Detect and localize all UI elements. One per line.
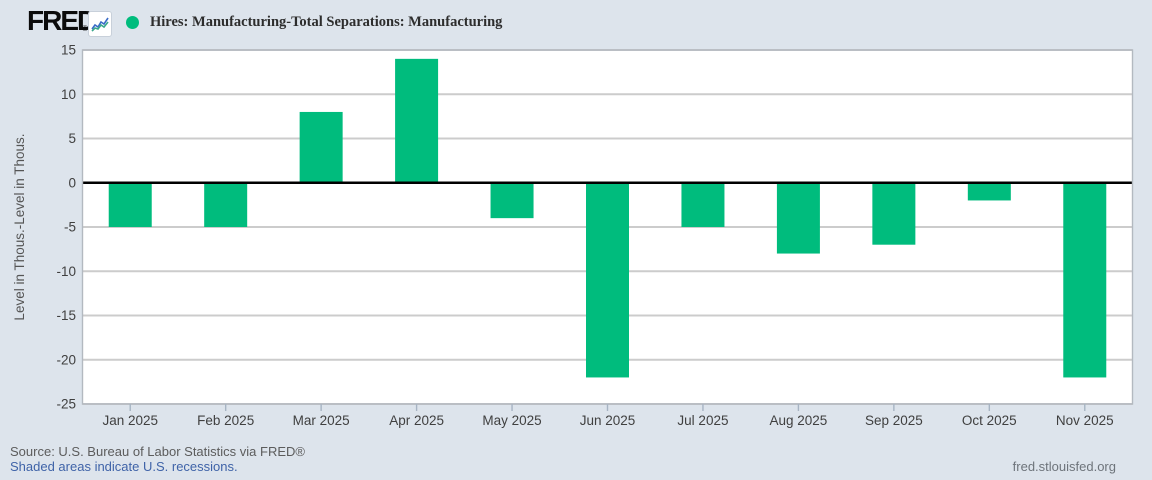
x-tick-label: Feb 2025 — [197, 413, 254, 428]
y-axis-title: Level in Thous.-Level in Thous. — [12, 133, 27, 320]
fred-sparkline-icon — [88, 11, 112, 37]
bar-aug-2025 — [776, 182, 820, 254]
x-tick-label: Sep 2025 — [865, 413, 923, 428]
bar-may-2025 — [490, 182, 534, 219]
y-tick-label: 10 — [61, 87, 76, 102]
bar-apr-2025 — [395, 58, 439, 183]
series-title: Hires: Manufacturing-Total Separations: … — [150, 14, 503, 30]
x-tick-label: May 2025 — [482, 413, 541, 428]
x-tick-label: Oct 2025 — [962, 413, 1017, 428]
y-tick-label: -20 — [56, 352, 76, 367]
bar-jul-2025 — [681, 182, 725, 227]
y-tick-label: -10 — [56, 264, 76, 279]
bar-feb-2025 — [204, 182, 248, 227]
x-tick-label: Jan 2025 — [102, 413, 158, 428]
y-tick-label: -15 — [56, 308, 76, 323]
source-text: Source: U.S. Bureau of Labor Statistics … — [10, 444, 305, 459]
y-tick-label: 5 — [68, 131, 76, 146]
bar-sep-2025 — [872, 182, 916, 245]
y-tick-label: 0 — [68, 175, 76, 190]
bar-jun-2025 — [586, 182, 629, 378]
y-tick-label: -5 — [64, 220, 76, 235]
chart-header: FRED ® Hires: Manufacturing-Total Separa… — [0, 0, 1152, 44]
x-tick-label: Jul 2025 — [677, 413, 728, 428]
y-tick-label: 15 — [61, 43, 76, 58]
x-tick-label: Apr 2025 — [389, 413, 444, 428]
x-tick-label: Aug 2025 — [770, 413, 828, 428]
bar-nov-2025 — [1063, 182, 1107, 378]
fred-site-link[interactable]: fred.stlouisfed.org — [1012, 459, 1116, 474]
x-tick-label: Jun 2025 — [580, 413, 636, 428]
bar-oct-2025 — [967, 182, 1011, 201]
bar-jan-2025 — [108, 182, 152, 227]
recessions-note-link[interactable]: Shaded areas indicate U.S. recessions. — [10, 459, 238, 474]
registered-trademark: ® — [82, 24, 88, 33]
fred-logo[interactable]: FRED — [27, 5, 97, 36]
series-legend-dot — [126, 16, 139, 29]
x-tick-label: Nov 2025 — [1056, 413, 1114, 428]
y-tick-label: -25 — [56, 397, 76, 412]
bar-mar-2025 — [299, 111, 343, 183]
x-tick-label: Mar 2025 — [293, 413, 350, 428]
